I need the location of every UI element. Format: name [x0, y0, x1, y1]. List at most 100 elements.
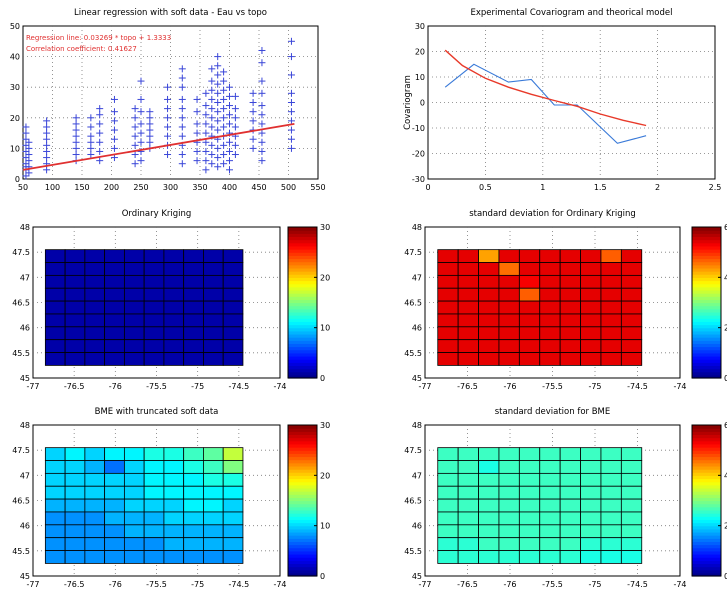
bme-cell-3-0	[44, 485, 66, 500]
ok_std-cell-4-4	[518, 300, 541, 315]
bme_std-colorbar-band-30	[692, 478, 721, 483]
scatter-point-3-7	[72, 114, 80, 122]
bme_std-cell-4-7	[580, 498, 602, 513]
ok-cell-8-2	[84, 352, 106, 366]
ok-colorbar-band-23	[288, 302, 317, 307]
scatter-point-21-9	[287, 37, 295, 45]
bme-cell-3-9	[222, 485, 244, 500]
scatter-point-9-4	[146, 120, 154, 128]
scatter-point-15-12	[214, 53, 222, 61]
bme_std-colorbar-band-15	[692, 525, 721, 530]
ok-ytick-5: 47.5	[12, 248, 30, 257]
scatter-point-17-9	[226, 83, 233, 91]
bme_std-colorbar-band-47	[692, 425, 721, 429]
ok_std-colorbar-frame	[691, 226, 722, 379]
ok_std-cell-7-7	[580, 339, 602, 353]
scatter-point-20-1	[258, 147, 266, 155]
ok_std-cell-0-7	[580, 249, 602, 263]
ok_std-cell-0-8	[600, 249, 622, 263]
ok_std-ytick-3: 46.5	[404, 299, 422, 308]
bme_std-cell-6-4	[518, 524, 541, 539]
scatter-point-0-4	[22, 154, 30, 162]
ok_std-panel: standard deviation for Ordinary Kriging -…	[404, 209, 727, 391]
ok_std-cell-2-5	[539, 274, 561, 289]
ok-cell-7-8	[203, 339, 224, 353]
ok-cell-3-8	[203, 287, 224, 302]
regression-title: Linear regression with soft data - Eau v…	[74, 8, 267, 18]
ok-cell-7-7	[183, 339, 204, 353]
ok_std-cell-6-3	[498, 326, 520, 341]
bme_std-colorbar-band-7	[692, 550, 721, 555]
scatter-point-16-8	[220, 86, 228, 94]
ok-cell-1-1	[64, 262, 86, 276]
ok-cell-6-9	[222, 326, 244, 341]
ok_std-cell-1-0	[437, 262, 459, 276]
ok_std-colorbar-band-19	[692, 315, 721, 319]
bme-cell-7-7	[183, 537, 204, 551]
bme_std-colorbar-band-43	[692, 437, 721, 442]
bme_std-xtick-3: -75.5	[542, 580, 563, 589]
ok_std-cell-5-2	[478, 313, 500, 328]
scatter-point-18-3	[231, 123, 239, 131]
ok-cell-4-5	[143, 300, 165, 315]
scatter-point-20-4	[258, 120, 266, 128]
ok-cell-6-3	[104, 326, 125, 341]
ok-cell-0-9	[222, 249, 244, 263]
scatter-point-16-9	[220, 77, 228, 85]
ok_std-cell-7-5	[539, 339, 561, 353]
ok-cell-8-9	[222, 352, 244, 366]
ok-xtick-3: -75.5	[146, 382, 167, 391]
scatter-point-21-0	[287, 144, 295, 152]
ok-cell-6-5	[143, 326, 165, 341]
ok-cell-2-1	[64, 274, 86, 289]
ok_std-colorbar-band-16	[692, 324, 721, 329]
bme_std-cell-1-5	[539, 460, 561, 474]
scatter-point-2-5	[43, 135, 51, 143]
bme-cell-2-7	[183, 472, 204, 487]
bme-colorbar-tick-1: 10	[320, 522, 330, 531]
regression-ytick-3: 30	[10, 83, 20, 92]
scatter-point-6-3	[110, 126, 118, 134]
ok_std-cell-8-6	[559, 352, 581, 366]
scatter-point-2-0	[43, 166, 51, 174]
ok_std-colorbar-band-36	[692, 261, 721, 266]
scatter-point-11-4	[178, 123, 186, 131]
bme-cell-7-9	[222, 537, 244, 551]
ok_std-ytick-4: 47	[412, 273, 422, 282]
ok_std-cell-2-8	[600, 274, 622, 289]
scatter-point-0-6	[22, 141, 30, 149]
bme-colorbar-band-44	[288, 434, 317, 439]
ok_std-colorbar-band-31	[692, 277, 721, 282]
ok_std-colorbar-band-47	[692, 227, 721, 231]
bme_std-cell-3-8	[600, 485, 622, 500]
ok-colorbar-band-46	[288, 230, 317, 234]
ok_std-colorbar-band-41	[692, 245, 721, 250]
ok-cell-2-0	[44, 274, 66, 289]
bme_std-colorbar-band-31	[692, 475, 721, 480]
ok_std-xtick-3: -75.5	[542, 382, 563, 391]
ok-cell-5-2	[84, 313, 106, 328]
covariogram-xtick-3: 1.5	[594, 183, 607, 192]
bme_std-colorbar-tick-0: 0	[724, 572, 727, 581]
ok_std-colorbar-band-17	[692, 321, 721, 326]
ok-colorbar-band-14	[288, 330, 317, 335]
bme-colorbar-band-24	[288, 497, 317, 502]
regression-ytick-5: 50	[10, 22, 20, 31]
ok-cell-4-6	[163, 300, 185, 315]
bme-colorbar-band-11	[288, 538, 317, 542]
bme_std-cell-5-7	[580, 511, 602, 526]
bme-cell-5-3	[104, 511, 125, 526]
bme_std-cell-7-6	[559, 537, 581, 551]
bme_std-cell-4-3	[498, 498, 520, 513]
bme-colorbar-band-35	[288, 462, 317, 467]
ok_std-cell-7-3	[498, 339, 520, 353]
bme_std-cell-1-1	[457, 460, 479, 474]
ok-ytick-2: 46	[20, 324, 30, 333]
bme_std-cell-8-1	[457, 550, 479, 564]
ok-cell-8-5	[143, 352, 165, 366]
ok-colorbar-band-16	[288, 324, 317, 329]
bme-cell-3-4	[123, 485, 145, 500]
ok-cell-0-8	[203, 249, 224, 263]
regression-xtick-4: 250	[133, 183, 148, 192]
ok-colorbar-band-8	[288, 349, 317, 354]
